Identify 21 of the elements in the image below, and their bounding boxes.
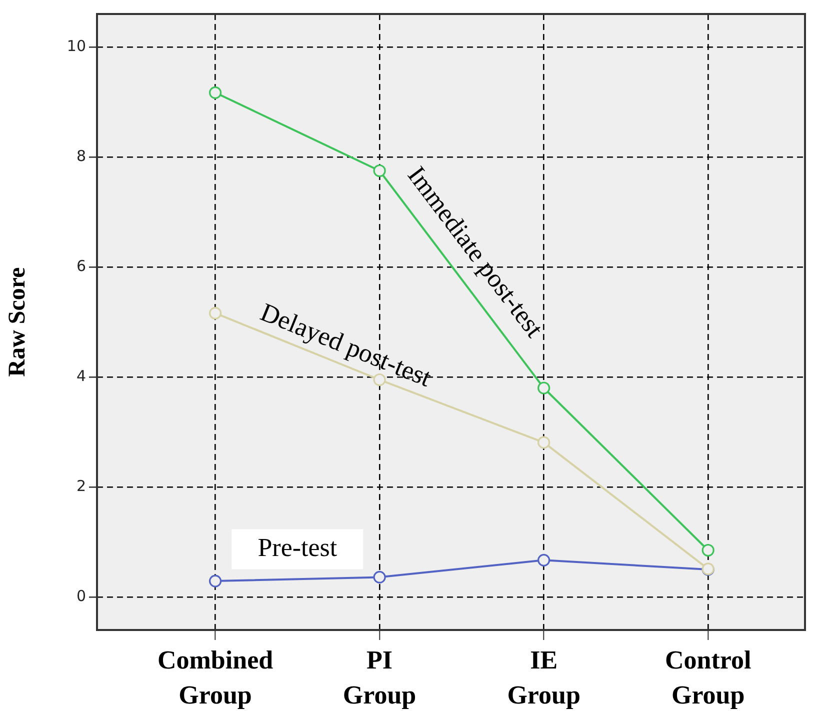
point (538, 436, 550, 449)
y-tick-label: 2 (76, 476, 86, 495)
y-tick-label: 8 (76, 146, 86, 165)
x-tick-label: IE Group (507, 645, 580, 710)
y-tick-label: 6 (76, 256, 86, 275)
x-tick-label: Combined Group (157, 645, 274, 710)
point (538, 554, 550, 566)
y-tick-label: 10 (66, 36, 86, 55)
y-tick-label: 0 (76, 586, 86, 605)
x-tick-label: PI Group (342, 645, 416, 710)
series-label: Pre-test (258, 532, 338, 562)
point (702, 544, 714, 557)
point (208, 574, 222, 588)
point (538, 382, 550, 394)
point (208, 306, 222, 320)
y-tick-label: 4 (76, 366, 86, 385)
point (373, 164, 386, 178)
point (373, 570, 386, 584)
point (208, 86, 222, 99)
x-tick-label: Control Group (664, 645, 752, 710)
y-axis-title: Raw Score (4, 266, 31, 377)
